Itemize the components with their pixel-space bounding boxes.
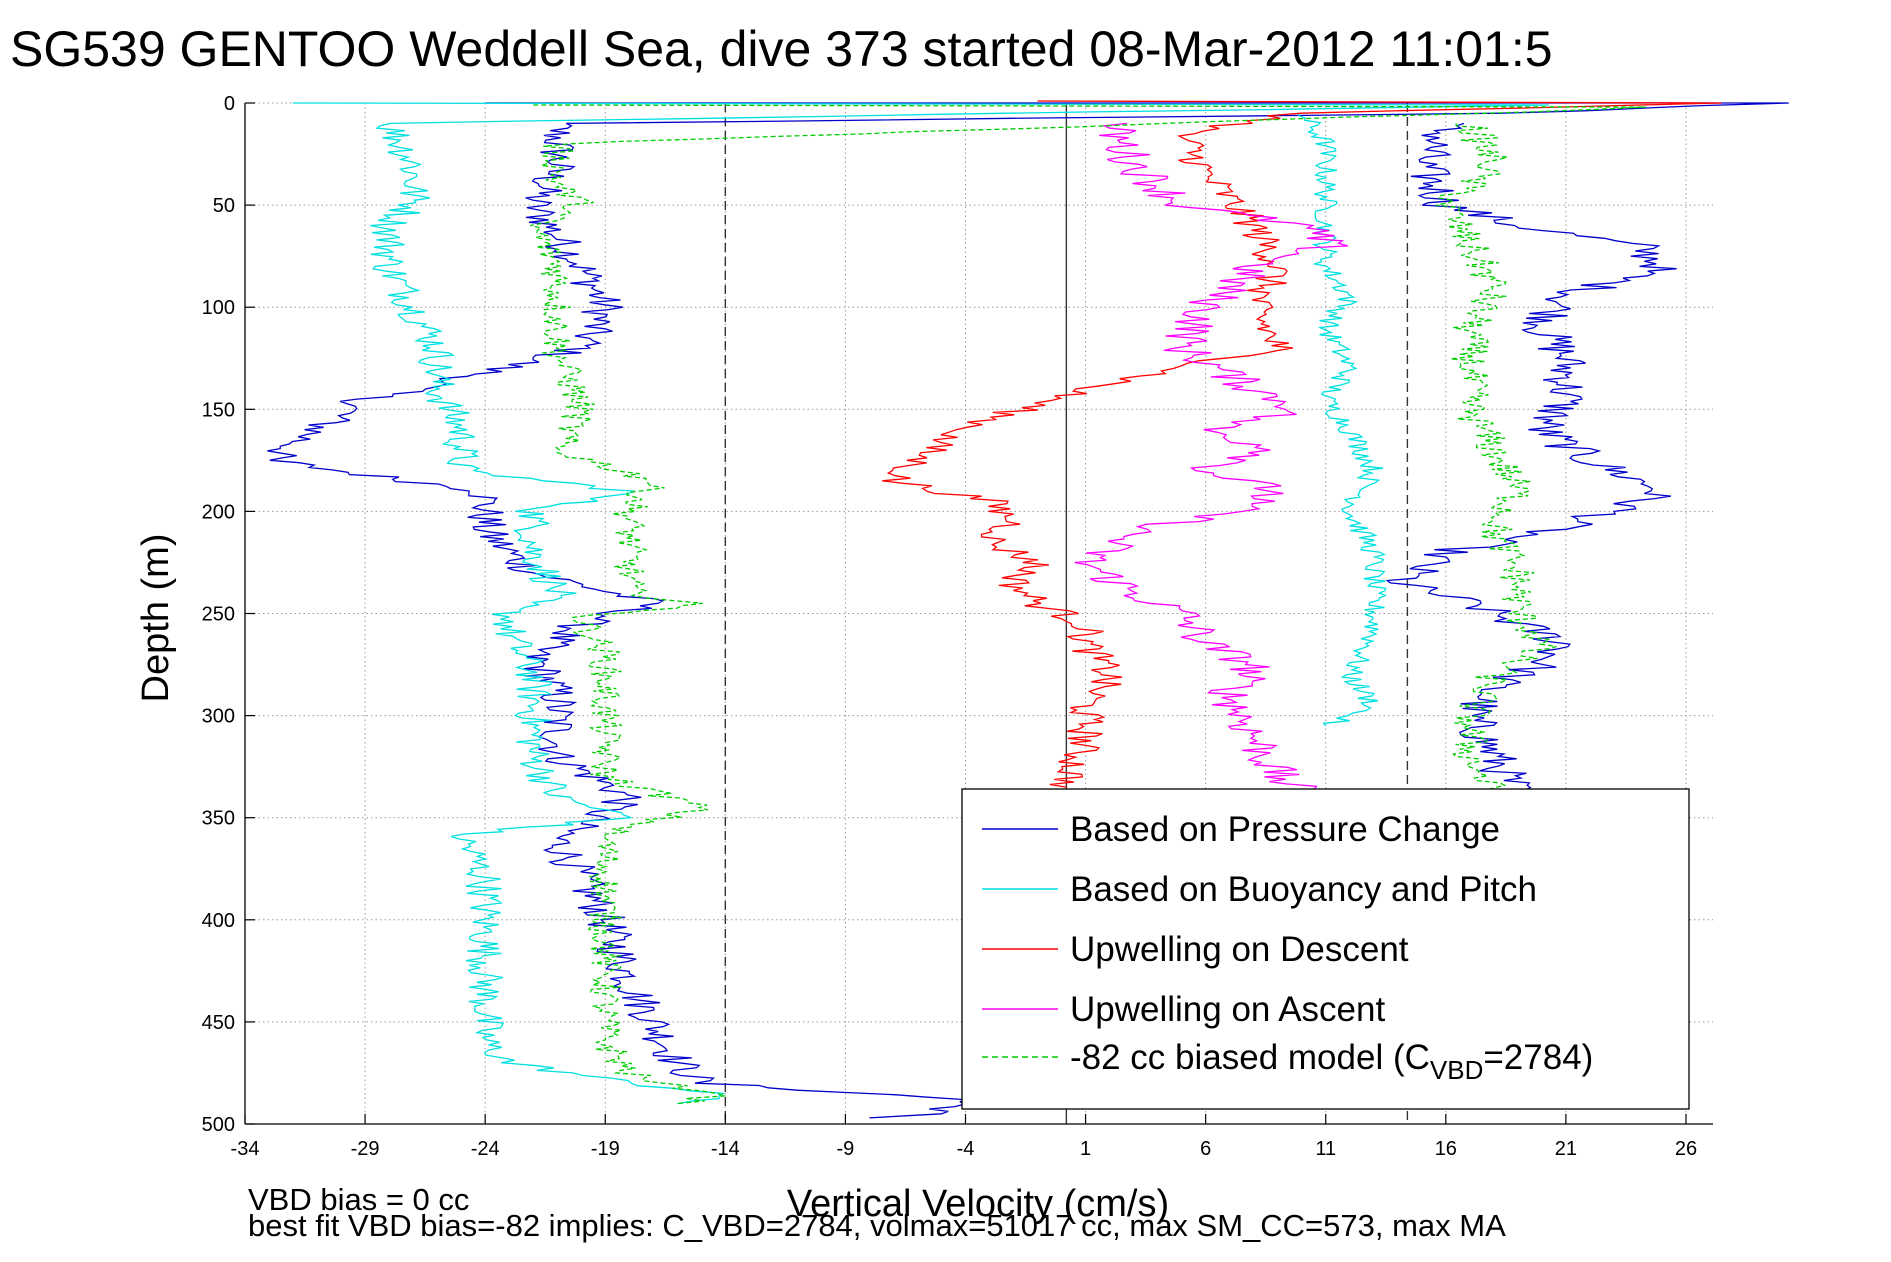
x-tick-label: -14 — [711, 1138, 740, 1160]
legend-suffix: =2784) — [1483, 1038, 1593, 1077]
series-line-1 — [1385, 122, 1677, 798]
series-line-0 — [267, 102, 1789, 1119]
x-tick-label: -34 — [231, 1138, 260, 1160]
x-tick-label: 26 — [1675, 1138, 1697, 1160]
y-axis-label: Depth (m) — [135, 534, 177, 703]
y-tick-label: 400 — [202, 910, 235, 932]
y-tick-label: 0 — [224, 93, 235, 115]
y-tick-label: 350 — [202, 808, 235, 830]
series-line-2 — [292, 102, 1549, 1105]
x-tick-label: -4 — [957, 1138, 975, 1160]
best-fit-note: best fit VBD bias=-82 implies: C_VBD=278… — [248, 1208, 1506, 1243]
y-tick-label: 250 — [202, 604, 235, 626]
y-tick-label: 500 — [202, 1114, 235, 1136]
legend-label: Based on Buoyancy and Pitch — [1070, 870, 1537, 909]
x-tick-label: -19 — [591, 1138, 620, 1160]
x-tick-label: -9 — [837, 1138, 855, 1160]
series-line-5 — [1074, 122, 1349, 809]
x-axis-label: Vertical Velocity (cm/s) — [787, 1183, 1169, 1225]
y-tick-label: 300 — [202, 706, 235, 728]
legend-label: Based on Pressure Change — [1070, 810, 1500, 849]
x-tick-label: 16 — [1435, 1138, 1457, 1160]
series-line-7 — [1435, 123, 1557, 798]
axes — [244, 102, 1713, 1125]
legend-box — [961, 788, 1690, 1110]
series-group — [267, 100, 1789, 1119]
x-tick-label: 11 — [1315, 1138, 1336, 1160]
x-tick-label: -29 — [351, 1138, 380, 1160]
legend-label: Upwelling on Ascent — [1070, 990, 1385, 1029]
legend-subscript: VBD — [1430, 1055, 1483, 1085]
x-tick-label: 1 — [1080, 1138, 1091, 1160]
legend: Based on Pressure Change Based on Buoyanc… — [961, 788, 1690, 1110]
x-tick-label: 6 — [1200, 1138, 1211, 1160]
y-tick-label: 200 — [202, 501, 235, 523]
chart-title: SG539 GENTOO Weddell Sea, dive 373 start… — [10, 21, 1553, 77]
tick-labels: -34 -29 -24 -19 -14 -9 -4 1 6 11 16 21 2605010015020… — [202, 93, 1697, 1160]
y-tick-label: 100 — [202, 297, 235, 319]
x-tick-label: -24 — [471, 1138, 500, 1160]
x-tick-label: 21 — [1555, 1138, 1577, 1160]
vbd-bias-note: VBD bias = 0 cc — [248, 1182, 469, 1217]
y-tick-label: 50 — [213, 195, 235, 217]
legend-label: Upwelling on Descent — [1070, 930, 1409, 969]
y-tick-label: 450 — [202, 1012, 235, 1034]
y-tick-label: 150 — [202, 399, 235, 421]
series-line-3 — [1297, 113, 1387, 727]
series-line-6 — [530, 104, 1647, 1105]
